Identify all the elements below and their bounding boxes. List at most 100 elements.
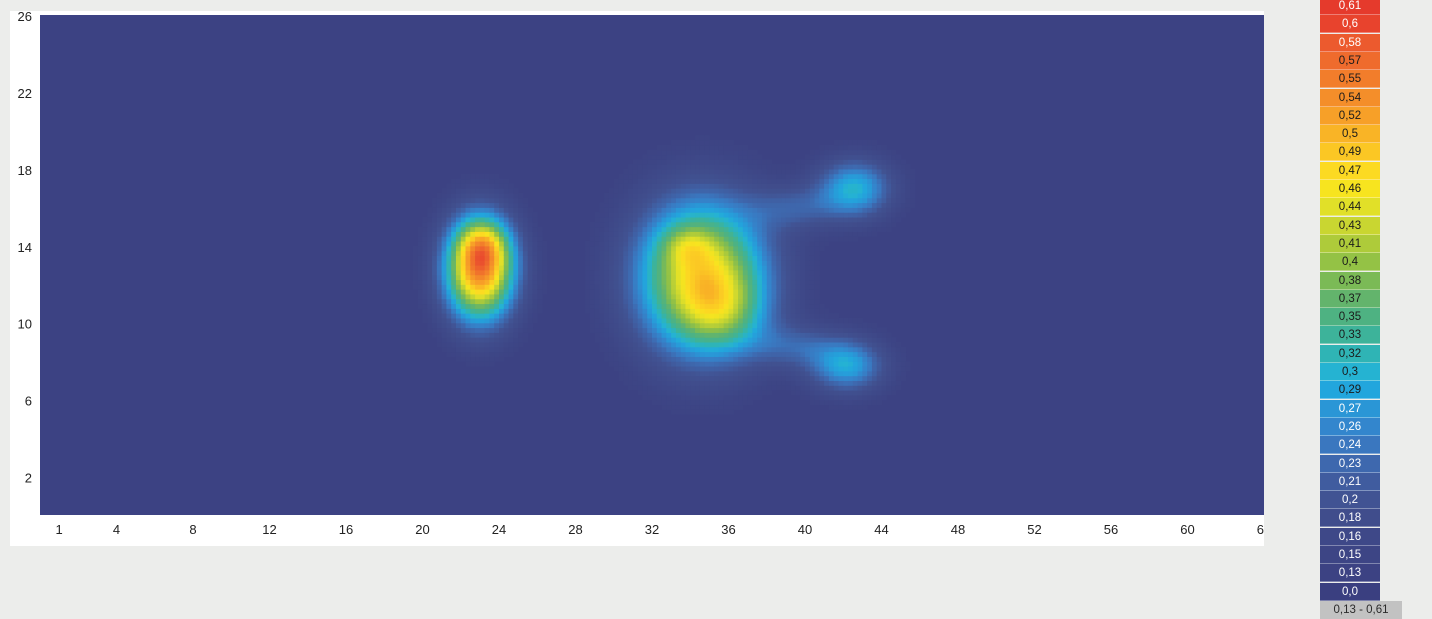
- heatmap-cell: [891, 365, 897, 372]
- heatmap-cell: [900, 159, 907, 165]
- heatmap-cell: [876, 375, 883, 381]
- heatmap-cell: [900, 168, 907, 175]
- heatmap-cell: [522, 269, 529, 276]
- heatmap-cell: [766, 327, 773, 333]
- heatmap-cell: [800, 178, 806, 184]
- heatmap-cell: [881, 341, 887, 348]
- heatmap-cell: [752, 375, 758, 381]
- y-tick-label: 14: [18, 240, 32, 255]
- heatmap-cell: [857, 197, 863, 204]
- heatmap-cell: [680, 207, 687, 213]
- heatmap-cell: [451, 317, 457, 324]
- heatmap-cell: [637, 351, 644, 357]
- heatmap-cell: [537, 308, 543, 314]
- heatmap-cell: [848, 356, 854, 362]
- heatmap-cell: [733, 394, 739, 401]
- heatmap-cell: [637, 284, 644, 290]
- heatmap-cell: [475, 332, 481, 338]
- heatmap-cell: [838, 390, 844, 396]
- heatmap-cell: [608, 341, 615, 348]
- heatmap-cell: [747, 284, 754, 290]
- heatmap-cell: [455, 303, 462, 309]
- heatmap-cell: [628, 255, 634, 261]
- heatmap-cell: [632, 231, 639, 237]
- heatmap-cell: [479, 192, 486, 199]
- heatmap-cell: [809, 361, 816, 367]
- heatmap-cell: [723, 365, 730, 372]
- heatmap-cell: [733, 375, 739, 381]
- heatmap-cell: [699, 255, 706, 261]
- heatmap-cell: [427, 240, 433, 247]
- heatmap-cell: [833, 173, 840, 180]
- heatmap-cell: [599, 202, 605, 208]
- heatmap-cell: [766, 385, 773, 391]
- heatmap-cell: [709, 216, 715, 223]
- heatmap-cell: [475, 202, 481, 208]
- heatmap-cell: [800, 351, 806, 357]
- heatmap-cell: [824, 327, 830, 333]
- heatmap-cell: [479, 293, 486, 300]
- heatmap-cell: [876, 390, 883, 396]
- heatmap-cell: [747, 269, 754, 276]
- heatmap-cell: [742, 337, 749, 343]
- heatmap-cell: [518, 293, 524, 300]
- heatmap-cell: [599, 274, 605, 281]
- heatmap-cell: [848, 370, 854, 377]
- heatmap-cell: [695, 385, 701, 391]
- heatmap-cell: [661, 279, 667, 285]
- heatmap-cell: [838, 356, 844, 362]
- heatmap-cell: [709, 274, 715, 281]
- heatmap-cell: [718, 269, 725, 276]
- heatmap-cell: [776, 207, 782, 213]
- heatmap-cell: [460, 183, 467, 189]
- heatmap-cell: [604, 322, 610, 329]
- heatmap-cell: [781, 293, 787, 300]
- heatmap-cell: [728, 308, 734, 314]
- heatmap-cell: [436, 207, 443, 213]
- heatmap-cell: [718, 327, 725, 333]
- heatmap-cell: [848, 202, 854, 208]
- heatmap-cell: [441, 284, 448, 290]
- heatmap-cell: [647, 202, 653, 208]
- heatmap-cell: [876, 341, 883, 348]
- heatmap-cell: [436, 313, 443, 319]
- heatmap-cell: [522, 231, 529, 237]
- heatmap-cell: [666, 284, 672, 290]
- heatmap-cell: [795, 390, 801, 396]
- heatmap-cell: [718, 284, 725, 290]
- heatmap-cell: [656, 370, 663, 377]
- heatmap-cell: [652, 269, 658, 276]
- heatmap-cell: [489, 245, 495, 252]
- heatmap-cell: [604, 284, 610, 290]
- heatmap-cell: [814, 255, 820, 261]
- heatmap-cell: [795, 221, 801, 228]
- heatmap-cell: [733, 370, 739, 377]
- heatmap-cell: [671, 245, 677, 252]
- heatmap-cell: [508, 250, 514, 256]
- heatmap-cell: [623, 274, 629, 281]
- heatmap-cell: [613, 313, 620, 319]
- heatmap-cell: [871, 197, 878, 204]
- heatmap-cell: [484, 327, 491, 333]
- heatmap-cell: [757, 385, 763, 391]
- heatmap-cell: [522, 298, 529, 305]
- heatmap-cell: [805, 390, 811, 396]
- heatmap-cell: [809, 212, 816, 218]
- legend-swatch: 0,47: [1320, 161, 1380, 180]
- heatmap-cell: [790, 240, 797, 247]
- heatmap-cell: [451, 207, 457, 213]
- heatmap-cell: [828, 356, 835, 362]
- heatmap-cell: [637, 370, 644, 377]
- heatmap-cell: [460, 216, 467, 223]
- heatmap-cell: [738, 159, 744, 165]
- heatmap-cell: [513, 265, 519, 271]
- y-tick-label: 18: [18, 163, 32, 178]
- heatmap-cell: [671, 365, 677, 372]
- heatmap-cell: [747, 192, 754, 199]
- heatmap-cell: [738, 245, 744, 252]
- heatmap-cell: [771, 216, 777, 223]
- heatmap-cell: [809, 197, 816, 204]
- heatmap-cell: [862, 144, 868, 151]
- heatmap-cell: [632, 365, 639, 372]
- heatmap-cell: [508, 183, 514, 189]
